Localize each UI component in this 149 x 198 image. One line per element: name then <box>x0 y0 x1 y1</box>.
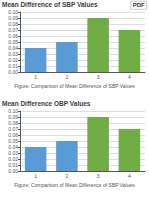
svg-text:0.08: 0.08 <box>8 21 18 27</box>
svg-text:0.06: 0.06 <box>8 132 18 138</box>
svg-text:Mean Difference OBP Values: Mean Difference OBP Values <box>2 100 91 107</box>
svg-text:0.10: 0.10 <box>8 108 18 114</box>
svg-text:0.00: 0.00 <box>8 168 18 174</box>
svg-text:1: 1 <box>34 74 37 80</box>
svg-text:0.05: 0.05 <box>8 138 18 144</box>
svg-text:2: 2 <box>65 173 68 179</box>
svg-text:0.02: 0.02 <box>8 57 18 63</box>
svg-text:0.07: 0.07 <box>8 27 18 33</box>
svg-text:0.04: 0.04 <box>8 45 18 51</box>
svg-text:PDF: PDF <box>133 2 145 8</box>
svg-text:0.09: 0.09 <box>8 114 18 120</box>
svg-text:0.03: 0.03 <box>8 51 18 57</box>
svg-text:0.02: 0.02 <box>8 156 18 162</box>
svg-text:0.05: 0.05 <box>8 39 18 45</box>
svg-text:1: 1 <box>34 173 37 179</box>
svg-text:0.09: 0.09 <box>8 15 18 21</box>
svg-text:0.06: 0.06 <box>8 33 18 39</box>
svg-text:0.08: 0.08 <box>8 120 18 126</box>
svg-text:3: 3 <box>97 173 100 179</box>
svg-text:0.01: 0.01 <box>8 162 18 168</box>
svg-text:Mean Difference of SBP Values: Mean Difference of SBP Values <box>2 1 98 8</box>
svg-text:0.01: 0.01 <box>8 63 18 69</box>
svg-text:2: 2 <box>65 74 68 80</box>
svg-text:Figure: Comparison of Mean Dif: Figure: Comparison of Mean Difference of… <box>14 83 135 89</box>
svg-text:4: 4 <box>128 173 131 179</box>
svg-text:0.00: 0.00 <box>8 69 18 75</box>
svg-text:0.10: 0.10 <box>8 9 18 15</box>
svg-text:Figure: Comparison of Mean Dif: Figure: Comparison of Mean Difference of… <box>14 182 135 188</box>
svg-text:0.07: 0.07 <box>8 126 18 132</box>
svg-text:0.03: 0.03 <box>8 150 18 156</box>
svg-text:4: 4 <box>128 74 131 80</box>
svg-text:3: 3 <box>97 74 100 80</box>
svg-text:0.04: 0.04 <box>8 144 18 150</box>
